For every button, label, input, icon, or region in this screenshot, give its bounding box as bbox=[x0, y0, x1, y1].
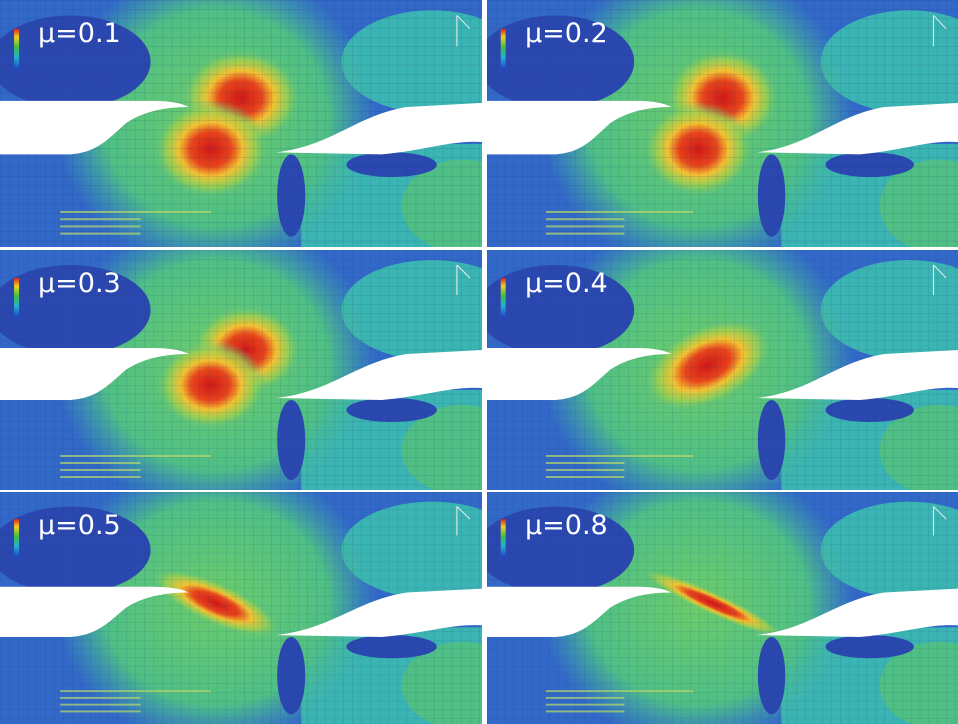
info-text-line bbox=[60, 710, 140, 712]
info-text-line bbox=[546, 710, 625, 712]
legend-bar bbox=[14, 278, 19, 318]
info-text-line bbox=[546, 697, 625, 699]
simulation-panel bbox=[477, 215, 958, 515]
info-text-line bbox=[60, 690, 211, 692]
simulation-panel bbox=[477, 458, 958, 724]
panel-label: μ=0.5 bbox=[38, 510, 121, 541]
legend-bar bbox=[14, 29, 19, 70]
info-text-line bbox=[546, 211, 693, 213]
panel-label: μ=0.8 bbox=[525, 510, 608, 541]
figure: μ=0.1 μ=0.2 μ=0.3 μ=0.4 μ=0.5 μ=0.8 bbox=[0, 0, 958, 724]
info-text-line bbox=[546, 233, 625, 235]
info-text-line bbox=[546, 218, 625, 220]
simulation-panel bbox=[0, 215, 522, 515]
info-text-line bbox=[546, 455, 693, 457]
info-text-line bbox=[546, 462, 625, 464]
simulation-panel bbox=[0, 458, 522, 724]
panel-label: μ=0.2 bbox=[525, 18, 608, 49]
legend-bar bbox=[501, 29, 506, 70]
info-text-line bbox=[546, 690, 693, 692]
legend-bar bbox=[501, 519, 506, 558]
panel-label: μ=0.3 bbox=[38, 268, 121, 299]
info-text-line bbox=[546, 225, 625, 227]
info-text-line bbox=[60, 462, 140, 464]
info-text-line bbox=[60, 697, 140, 699]
info-text-line bbox=[60, 469, 140, 471]
info-text-line bbox=[60, 476, 140, 478]
info-text-line bbox=[546, 469, 625, 471]
info-text-line bbox=[60, 225, 140, 227]
panel-label: μ=0.1 bbox=[38, 18, 121, 49]
info-text-line bbox=[60, 233, 140, 235]
legend-bar bbox=[14, 519, 19, 558]
info-text-line bbox=[60, 211, 211, 213]
info-text-line bbox=[60, 455, 211, 457]
info-text-line bbox=[546, 704, 625, 706]
panel-label: μ=0.4 bbox=[525, 268, 608, 299]
legend-bar bbox=[501, 278, 506, 318]
info-text-line bbox=[60, 704, 140, 706]
info-text-line bbox=[60, 218, 140, 220]
info-text-line bbox=[546, 476, 625, 478]
